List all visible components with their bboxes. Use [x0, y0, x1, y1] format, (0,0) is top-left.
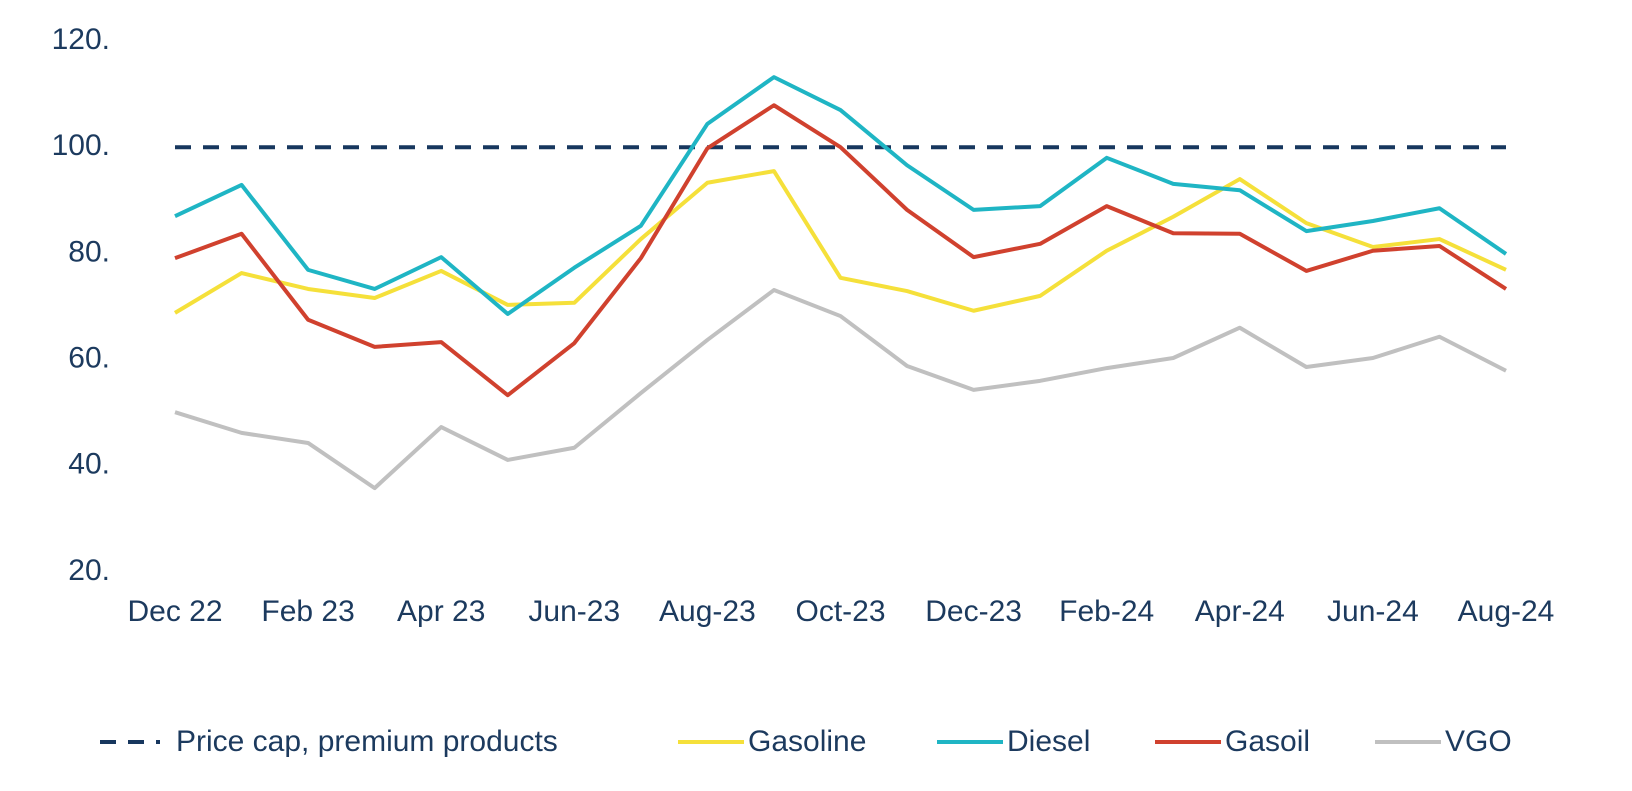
series-line: [174, 103, 1508, 398]
x-tick-label: Aug-23: [659, 595, 756, 628]
x-tick-label: Apr 23: [397, 595, 485, 628]
x-tick-label: Apr-24: [1195, 595, 1285, 628]
legend-label: Gasoline: [748, 725, 866, 758]
x-tick-label: Feb 23: [261, 595, 354, 628]
x-tick-label: Feb-24: [1059, 595, 1154, 628]
legend-label: Gasoil: [1225, 725, 1310, 758]
series-line: [173, 169, 1507, 315]
x-tick-label: Oct-23: [795, 595, 885, 628]
x-tick-label: Dec 22: [127, 595, 222, 628]
y-tick-label: 120.: [52, 23, 110, 56]
y-tick-label: 80.: [68, 235, 110, 268]
y-tick-label: 40.: [68, 448, 110, 481]
series-line: [174, 75, 1508, 316]
y-tick-label: 60.: [68, 342, 110, 375]
x-tick-label: Aug-24: [1458, 595, 1555, 628]
x-tick-label: Jun-23: [528, 595, 620, 628]
y-tick-label: 20.: [68, 554, 110, 587]
legend-label: Diesel: [1007, 725, 1090, 758]
legend-label: Price cap, premium products: [176, 725, 558, 758]
x-tick-label: Jun-24: [1327, 595, 1419, 628]
series-line: [174, 288, 1507, 491]
x-tick-label: Dec-23: [925, 595, 1022, 628]
legend-label: VGO: [1445, 725, 1512, 758]
y-tick-label: 100.: [52, 129, 110, 162]
